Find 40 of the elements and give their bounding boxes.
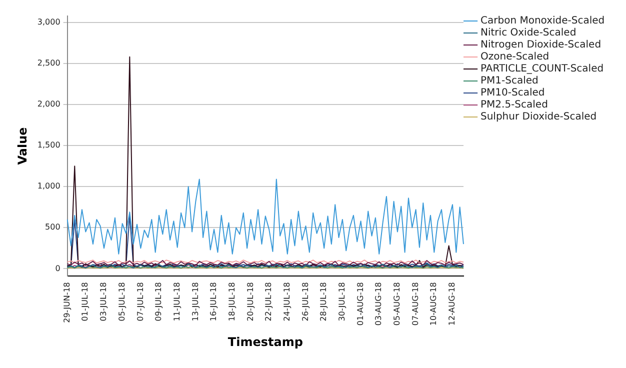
legend-label: Sulphur Dioxide-Scaled	[480, 112, 597, 123]
legend-label: PM10-Scaled	[480, 88, 545, 99]
legend-label: PM2.5-Scaled	[480, 100, 548, 111]
x-axis-title: Timestamp	[228, 334, 304, 349]
x-tick-label: 30-JUL-18	[338, 282, 347, 322]
x-tick-label: 03-JUL-18	[99, 282, 108, 322]
legend-label: Ozone-Scaled	[480, 52, 550, 63]
x-tick-label: 09-JUL-18	[154, 282, 164, 322]
x-tick-label: 20-JUL-18	[246, 282, 255, 322]
y-tick-label: 500	[45, 222, 60, 232]
legend-label: Nitric Oxide-Scaled	[480, 28, 576, 39]
x-tick-label: 11-JUL-18	[172, 282, 182, 322]
legend-label: Nitrogen Dioxide-Scaled	[480, 40, 602, 51]
y-tick-label: 0	[55, 264, 60, 273]
x-tick-label: 01-AUG-18	[356, 282, 365, 326]
y-tick-label: 1,000	[37, 182, 60, 191]
x-tick-label: 22-JUL-18	[264, 282, 274, 322]
x-tick-label: 05-JUL-18	[117, 282, 126, 322]
x-tick-label: 07-AUG-18	[410, 282, 420, 326]
legend-label: Carbon Monoxide-Scaled	[480, 16, 605, 27]
x-tick-label: 13-JUL-18	[190, 282, 200, 322]
x-tick-label: 16-JUL-18	[209, 282, 218, 322]
x-tick-label: 01-JUL-18	[80, 282, 90, 322]
x-tick-label: 29-JUN-18	[62, 282, 72, 323]
y-axis-title: Value	[15, 127, 30, 165]
x-tick-label: 18-JUL-18	[227, 282, 236, 322]
y-tick-label: 2,500	[37, 58, 60, 68]
x-tick-label: 24-JUL-18	[282, 282, 292, 322]
x-tick-label: 12-AUG-18	[448, 282, 457, 326]
x-tick-label: 03-AUG-18	[374, 282, 384, 326]
x-tick-label: 05-AUG-18	[392, 282, 402, 326]
x-tick-label: 10-AUG-18	[429, 282, 438, 326]
y-tick-label: 2,000	[37, 100, 60, 109]
x-tick-label: 26-JUL-18	[300, 282, 310, 322]
legend-label: PARTICLE_COUNT-Scaled	[480, 64, 604, 75]
y-tick-label: 3,000	[37, 17, 60, 26]
x-tick-label: 07-JUL-18	[136, 282, 145, 322]
legend-label: PM1-Scaled	[480, 76, 538, 87]
y-tick-label: 1,500	[37, 140, 60, 150]
x-tick-label: 28-JUL-18	[319, 282, 328, 322]
